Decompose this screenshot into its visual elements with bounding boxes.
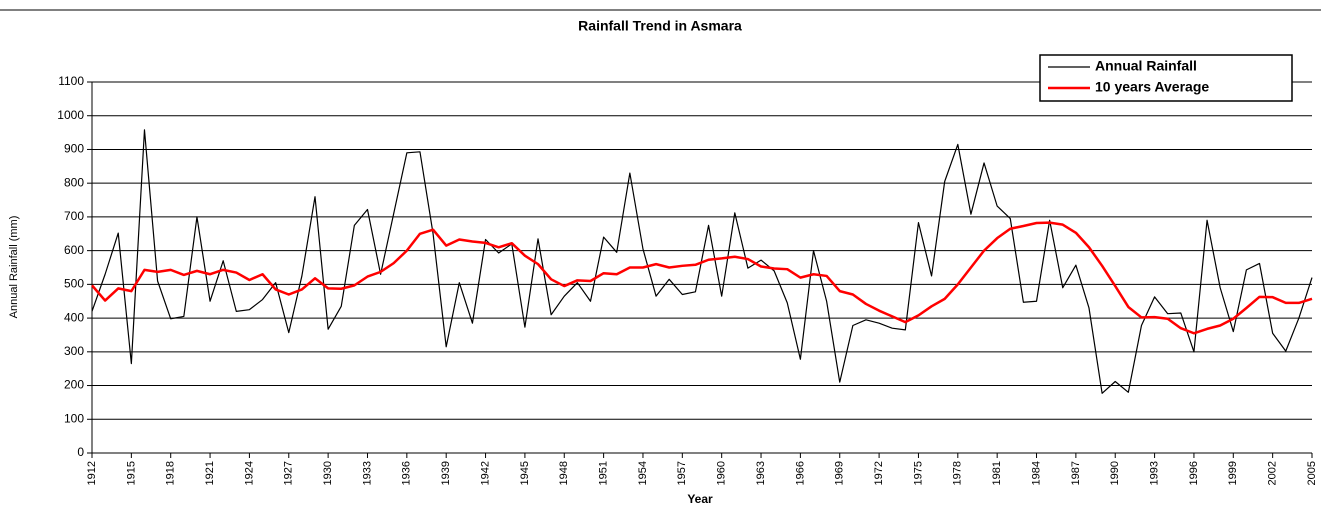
- x-tick-label: 1993: [1148, 461, 1160, 485]
- x-tick-label: 1972: [873, 461, 885, 485]
- x-tick-label: 1954: [637, 461, 649, 485]
- y-tick-label: 1100: [58, 74, 84, 88]
- y-tick-label: 300: [64, 344, 84, 358]
- y-tick-label: 500: [64, 277, 84, 291]
- x-tick-label: 2002: [1267, 461, 1279, 485]
- x-axis-label: Year: [687, 492, 713, 506]
- x-tick-label: 1912: [86, 461, 98, 485]
- x-tick-label: 1945: [519, 461, 531, 485]
- x-tick-label: 1933: [361, 461, 373, 485]
- y-tick-label: 100: [64, 411, 84, 425]
- x-tick-label: 1987: [1070, 461, 1082, 485]
- x-tick-label: 1981: [991, 461, 1003, 485]
- x-tick-label: 1948: [558, 461, 570, 485]
- x-tick-label: 1969: [834, 461, 846, 485]
- x-tick-label: 1927: [283, 461, 295, 485]
- x-tick-label: 1936: [401, 461, 413, 485]
- x-tick-label: 1918: [165, 461, 177, 485]
- y-tick-label: 200: [64, 378, 84, 392]
- x-tick-label: 1957: [676, 461, 688, 485]
- x-tick-label: 1990: [1109, 461, 1121, 485]
- y-tick-label: 1000: [57, 108, 84, 122]
- x-tick-label: 1939: [440, 461, 452, 485]
- x-tick-label: 1999: [1227, 461, 1239, 485]
- chart-title: Rainfall Trend in Asmara: [578, 18, 742, 34]
- x-tick-label: 1951: [598, 461, 610, 485]
- x-tick-label: 1960: [716, 461, 728, 485]
- x-tick-label: 1930: [322, 461, 334, 485]
- y-tick-label: 900: [64, 142, 84, 156]
- x-tick-label: 1921: [204, 461, 216, 485]
- y-tick-label: 400: [64, 310, 84, 324]
- data-line: [91, 221, 1313, 335]
- y-tick-label: 700: [64, 209, 84, 223]
- y-tick-label: 0: [77, 445, 84, 459]
- x-tick-label: 1915: [125, 461, 137, 485]
- x-tick-label: 1978: [952, 461, 964, 485]
- y-tick-label: 800: [64, 175, 84, 189]
- x-tick-label: 1996: [1188, 461, 1200, 485]
- legend-label: 10 years Average: [1095, 79, 1209, 95]
- x-tick-label: 1966: [794, 461, 806, 485]
- data-line: [91, 129, 1313, 394]
- x-tick-label: 1984: [1030, 461, 1042, 485]
- x-tick-label: 1975: [912, 461, 924, 485]
- x-tick-label: 1942: [479, 461, 491, 485]
- x-tick-label: 1963: [755, 461, 767, 485]
- y-tick-label: 600: [64, 243, 84, 257]
- legend-box: [1039, 54, 1293, 102]
- legend-label: Annual Rainfall: [1095, 58, 1197, 74]
- x-tick-label: 1924: [243, 461, 255, 485]
- x-tick-label: 2005: [1306, 461, 1318, 485]
- y-axis-label: Annual Rainfall (mm): [8, 216, 20, 319]
